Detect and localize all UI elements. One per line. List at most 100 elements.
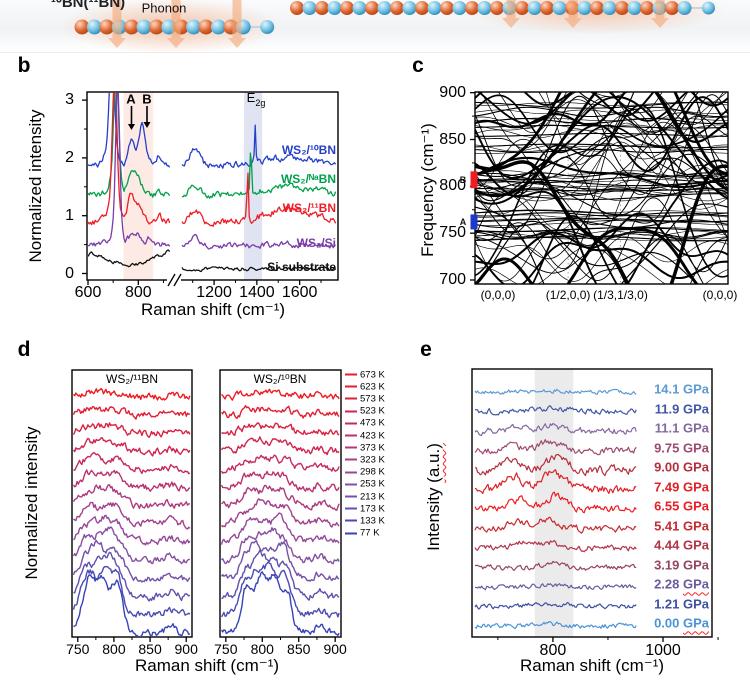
d-legend-item-9: 253 K xyxy=(345,479,385,490)
panel-d-plot-1 xyxy=(219,369,342,642)
e-pressure-unit: GPa xyxy=(682,557,709,572)
d-legend-item-13: 77 K xyxy=(345,528,380,539)
d-legend-swatch xyxy=(345,446,357,449)
d-legend-item-11: 173 K xyxy=(345,503,385,514)
d-legend-label: 173 K xyxy=(360,503,385,515)
e-pressure-label-6: 6.55 GPa xyxy=(654,499,709,514)
d-y-axis-label: Normalized intensity xyxy=(22,426,41,580)
e-y-axis-label-au: (a.u.) xyxy=(424,443,443,483)
b-shaded-band-0 xyxy=(123,92,154,280)
b-x-tick-600: 600 xyxy=(74,284,102,301)
d-legend-swatch xyxy=(345,397,357,400)
b-y-tick-1: 1 xyxy=(65,206,74,224)
e-pressure-unit: GPa xyxy=(682,381,709,397)
panel-e-plot xyxy=(471,368,719,642)
e2g-base: E xyxy=(246,90,256,106)
c-kpath-label-1: (1/2,0,0) xyxy=(545,288,591,302)
e-pressure-unit: GPa xyxy=(682,479,709,494)
d-legend-label: 373 K xyxy=(360,442,385,454)
e-pressure-unit: GPa xyxy=(682,615,709,631)
d-legend-label: 133 K xyxy=(360,515,385,527)
panel-c-plot xyxy=(470,91,729,285)
d-legend-label: 473 K xyxy=(360,417,385,429)
b-y-tick-2: 2 xyxy=(65,148,74,166)
d-x-axis-label: Raman shift (cm⁻¹) xyxy=(134,656,280,675)
c-kpath-label-3: (0,0,0) xyxy=(702,288,738,302)
e-pressure-label-0: 14.1 GPa xyxy=(654,382,709,397)
b-y-tick-3: 3 xyxy=(65,91,74,109)
d-legend-swatch xyxy=(345,495,357,498)
panel-d-plot-0 xyxy=(71,369,193,642)
d-legend-item-10: 213 K xyxy=(345,491,385,502)
c-y-tick-750: 750 xyxy=(439,224,466,242)
panel-a-graphic xyxy=(60,0,725,54)
e-pressure-unit: GPa xyxy=(682,420,709,436)
peak-b-annotation: B xyxy=(142,91,152,107)
e-pressure-label-2: 11.1 GPa xyxy=(655,421,709,436)
e-pressure-value: 9.75 xyxy=(654,440,683,455)
d-legend-item-6: 373 K xyxy=(345,442,385,453)
e-pressure-value: 9.00 xyxy=(654,459,683,475)
d-legend-swatch xyxy=(345,483,357,486)
e-pressure-unit: GPa xyxy=(682,596,709,611)
e-x-axis-label: Raman shift (cm⁻¹) xyxy=(519,656,665,675)
d-legend-swatch xyxy=(345,519,357,522)
e-pressure-value: 11.9 xyxy=(654,401,683,416)
b-x-axis-label: Raman shift (cm⁻¹) xyxy=(140,300,286,319)
d-legend-label: 623 K xyxy=(360,381,385,393)
d-legend-label: 213 K xyxy=(360,491,385,502)
b-y-axis-label: Normalized intensity xyxy=(26,109,45,263)
e-pressure-label-3: 9.75 GPa xyxy=(654,440,709,455)
panel-letter-e: e xyxy=(420,338,432,361)
e-pressure-label-11: 1.21 GPa xyxy=(654,596,709,611)
c-marker-label-B: B xyxy=(459,174,467,185)
d-legend-label: 573 K xyxy=(360,393,385,405)
e-pressure-label-10: 2.28 GPa xyxy=(654,577,709,592)
e-pressure-value: 1.21 xyxy=(654,596,683,611)
panel-letter-c: c xyxy=(412,54,424,77)
e-pressure-label-12: 0.00 GPa xyxy=(654,616,709,631)
d-legend-item-5: 423 K xyxy=(345,430,385,441)
e-pressure-label-7: 5.41 GPa xyxy=(654,518,709,533)
d-right-title: WS₂/¹⁰BN xyxy=(253,372,307,386)
d-legend-swatch xyxy=(345,507,357,510)
e-y-axis-label-base: Intensity xyxy=(424,482,443,551)
e-pressure-label-1: 11.9 GPa xyxy=(655,401,709,416)
d-legend-swatch xyxy=(345,434,357,437)
e-pressure-unit: GPa xyxy=(682,459,709,475)
panel-letter-d: d xyxy=(17,338,31,361)
d-x-tick-1-850: 850 xyxy=(287,641,311,657)
b-x-tick-800: 800 xyxy=(124,284,152,301)
c-kpath-label-2: (1/3,1/3,0) xyxy=(593,288,648,302)
c-marker-label-A: A xyxy=(459,216,467,227)
e-x-tick-1000: 1000 xyxy=(645,642,681,659)
e2g-annotation: E2g xyxy=(247,90,266,108)
e-pressure-unit: GPa xyxy=(682,576,709,592)
e-pressure-value: 14.1 xyxy=(654,381,683,397)
c-marker-B xyxy=(470,171,478,189)
d-legend-item-8: 298 K xyxy=(345,467,385,478)
d-legend-label: 323 K xyxy=(360,454,385,466)
e-pressure-value: 4.44 xyxy=(654,537,683,553)
b-x-tick-1200: 1200 xyxy=(196,284,232,301)
d-legend-swatch xyxy=(345,385,357,388)
e2g-sub: 2g xyxy=(255,97,266,108)
e-pressure-value: 2.28 xyxy=(654,576,683,592)
d-left-title: WS₂/¹¹BN xyxy=(106,372,158,386)
panel-b-plot xyxy=(82,91,339,287)
e-pressure-unit: GPa xyxy=(682,440,709,455)
b-x-tick-1600: 1600 xyxy=(281,284,318,301)
d-legend-label: 523 K xyxy=(360,405,385,417)
d-legend-label: 423 K xyxy=(360,430,385,441)
e-pressure-label-8: 4.44 GPa xyxy=(654,538,709,553)
b-series-label-0: WS₂/¹⁰BN xyxy=(281,143,336,157)
e-shaded-band xyxy=(534,369,574,637)
d-x-tick-0-750: 750 xyxy=(66,641,90,657)
d-legend-swatch xyxy=(345,373,357,376)
d-x-tick-1-800: 800 xyxy=(250,641,274,657)
e-pressure-value: 5.41 xyxy=(654,518,683,533)
d-legend-label: 298 K xyxy=(360,466,385,478)
b-series-label-3: WS₂/Si xyxy=(296,236,336,250)
e-pressure-label-9: 3.19 GPa xyxy=(654,557,709,572)
d-legend-swatch xyxy=(345,410,357,413)
